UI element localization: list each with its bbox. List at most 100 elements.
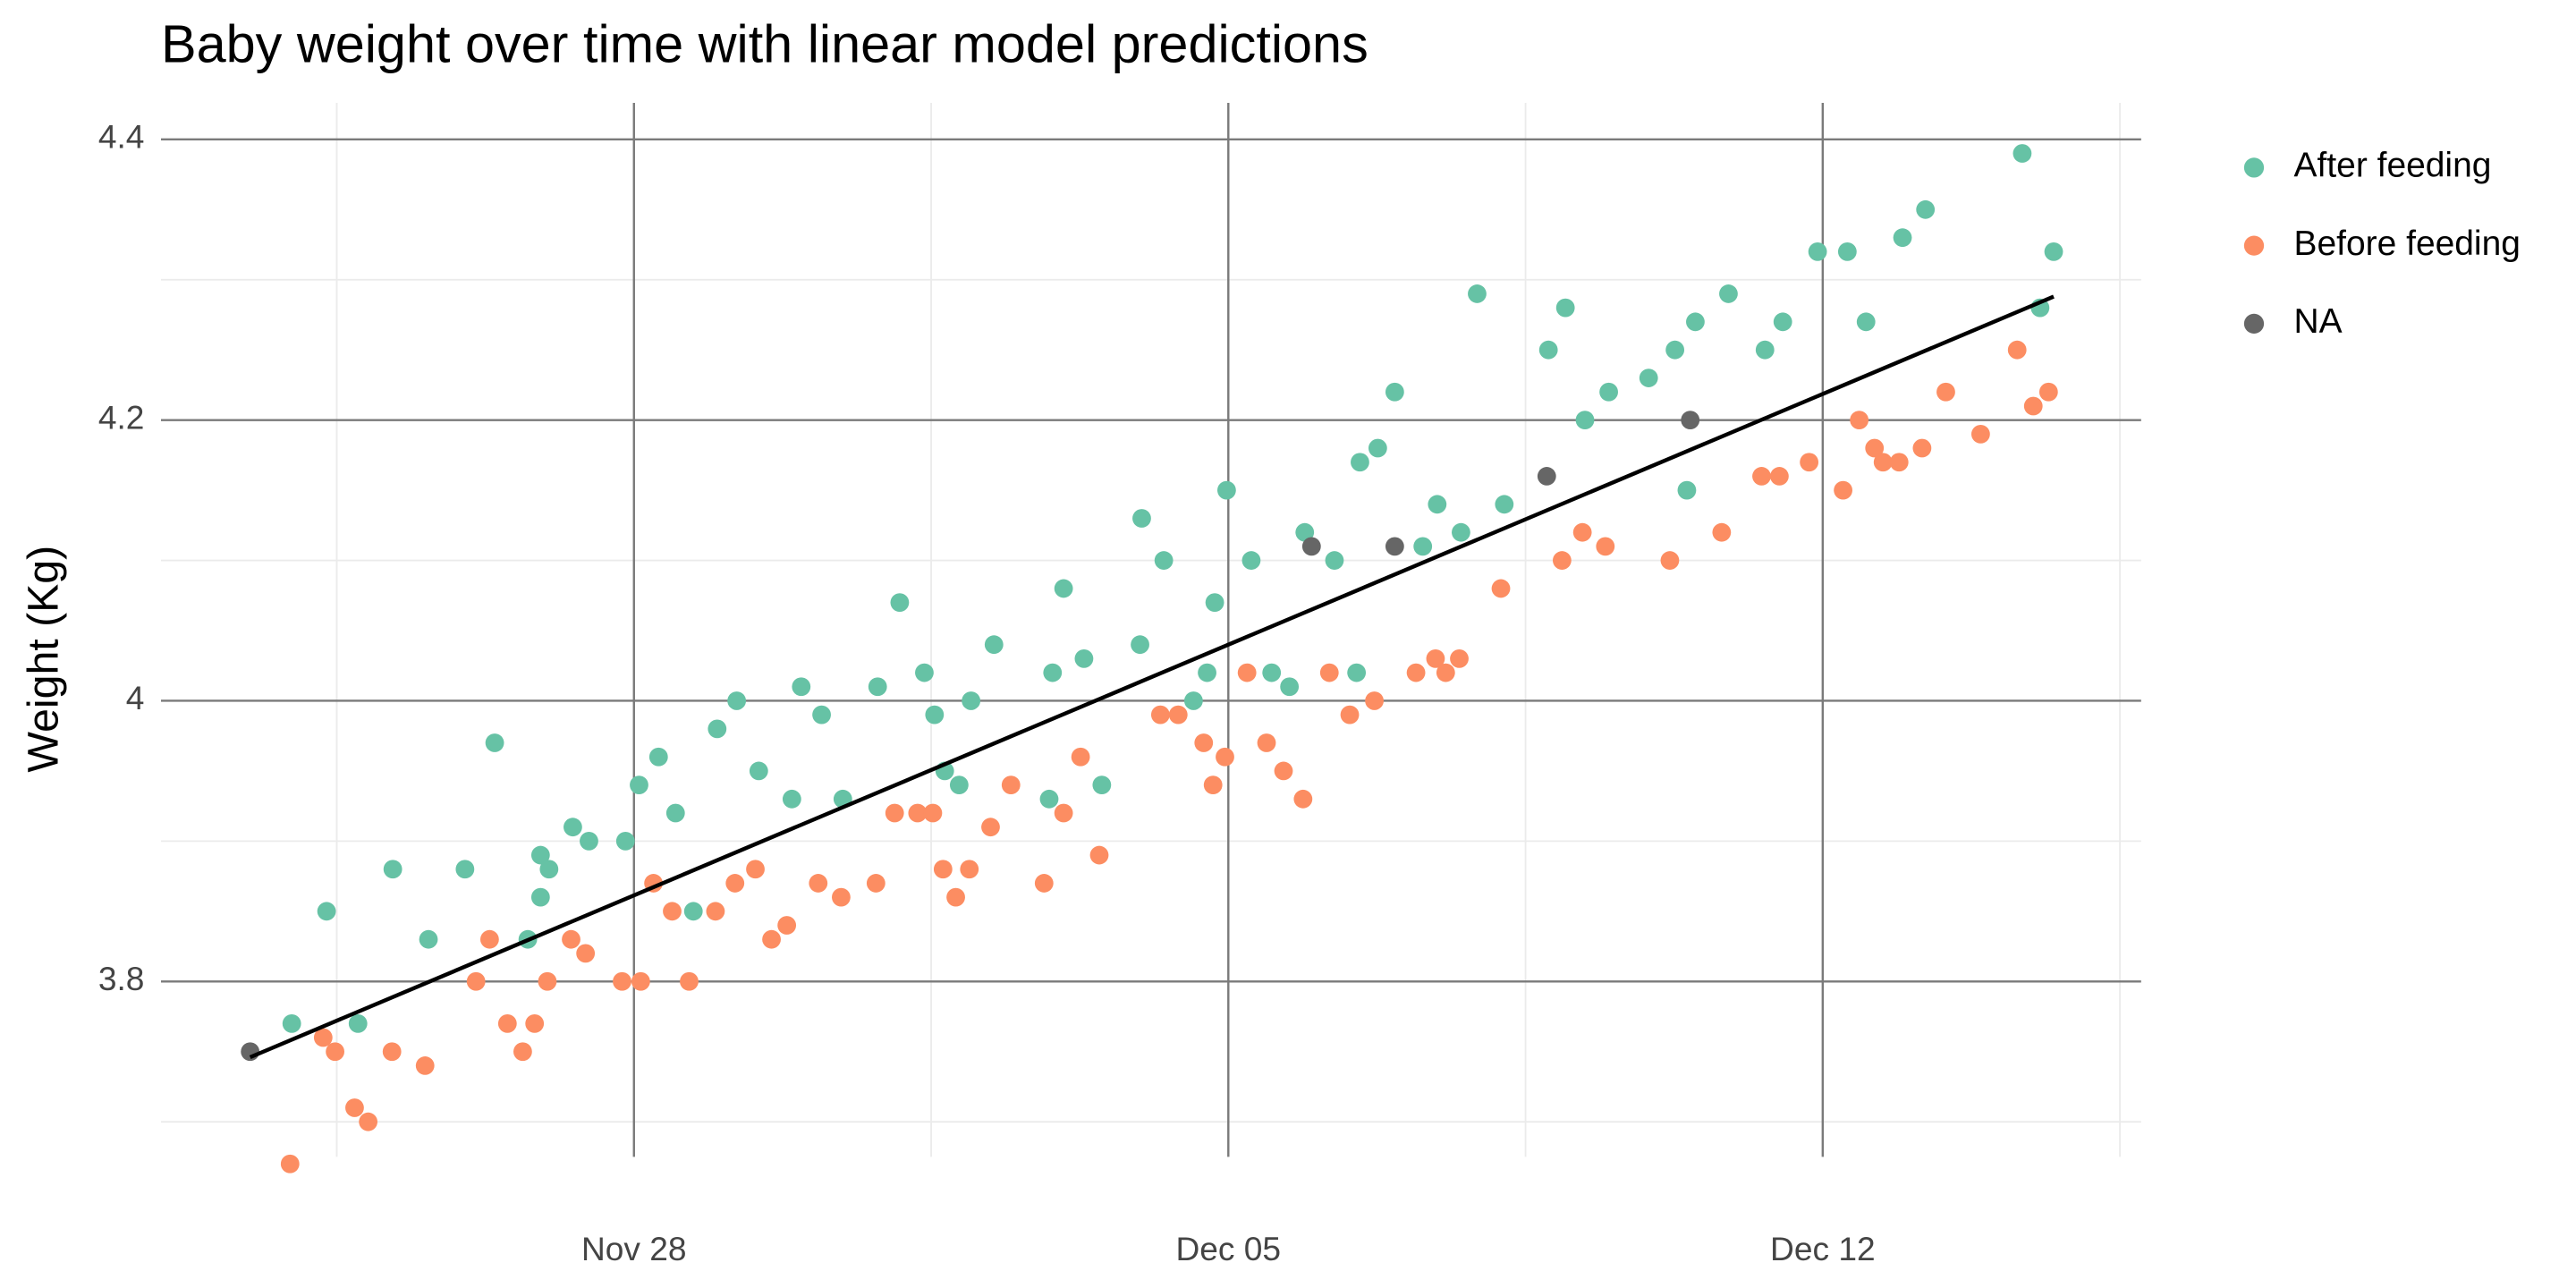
y-axis-label: Weight (Kg) <box>20 546 68 773</box>
point <box>1537 467 1556 486</box>
point <box>497 1013 517 1033</box>
point <box>1450 649 1469 668</box>
point <box>1686 312 1705 332</box>
y-tick-label: 4.2 <box>98 398 145 436</box>
point <box>1912 438 1932 458</box>
point <box>925 705 945 724</box>
point <box>345 1098 364 1117</box>
point <box>933 860 953 879</box>
point <box>1280 677 1300 697</box>
plot-area <box>241 144 2063 1174</box>
point <box>1971 424 1990 444</box>
point <box>1834 480 1852 500</box>
point <box>1198 663 1216 682</box>
point <box>1660 551 1680 570</box>
point <box>1034 874 1054 893</box>
point <box>1054 579 1073 598</box>
point <box>1596 537 1615 556</box>
point <box>479 929 499 949</box>
point <box>1468 284 1487 303</box>
point <box>1043 663 1063 682</box>
point <box>1301 537 1321 556</box>
point <box>485 733 504 752</box>
point <box>890 593 910 613</box>
point <box>530 845 550 865</box>
point <box>1865 438 1885 458</box>
point <box>1575 411 1595 430</box>
point <box>1205 593 1224 613</box>
point <box>809 874 828 893</box>
point <box>1572 522 1592 542</box>
point <box>866 874 886 893</box>
point <box>1217 480 1236 500</box>
point <box>562 929 580 949</box>
point <box>792 677 811 697</box>
y-tick-label: 3.8 <box>98 960 145 997</box>
point <box>2012 144 2032 163</box>
point <box>1295 522 1315 542</box>
point <box>1773 312 1792 332</box>
point <box>1406 663 1426 682</box>
point <box>1889 453 1909 472</box>
point <box>326 1042 345 1062</box>
point <box>1712 522 1732 542</box>
x-tick-label: Dec 05 <box>1175 1230 1281 1267</box>
point <box>1681 411 1700 430</box>
point <box>317 902 336 921</box>
point <box>1808 242 1827 261</box>
chart-title: Baby weight over time with linear model … <box>161 14 1368 74</box>
point <box>727 691 747 710</box>
point <box>1413 537 1433 556</box>
point <box>1639 369 1658 387</box>
point <box>962 691 981 710</box>
point <box>663 902 682 921</box>
point <box>762 929 781 949</box>
point <box>513 1042 532 1062</box>
point <box>1677 480 1697 500</box>
point <box>1150 705 1170 724</box>
point <box>615 831 635 851</box>
point <box>1154 551 1174 570</box>
point <box>419 929 438 949</box>
point <box>1203 775 1223 794</box>
point <box>613 971 631 991</box>
point <box>777 916 797 935</box>
point <box>949 775 969 794</box>
point <box>1426 649 1445 668</box>
point <box>683 902 703 921</box>
point <box>749 761 768 781</box>
point <box>282 1013 301 1033</box>
point <box>2044 242 2063 261</box>
point <box>832 887 851 907</box>
point <box>1092 775 1112 794</box>
point <box>348 1013 368 1033</box>
point <box>1555 298 1575 318</box>
point <box>908 803 928 823</box>
point <box>1216 747 1234 767</box>
point <box>1385 537 1404 556</box>
legend: After feeding Before feeding NA <box>2243 147 2521 341</box>
point <box>1054 803 1073 823</box>
point <box>1071 747 1090 767</box>
point <box>1340 705 1360 724</box>
point <box>382 1042 402 1062</box>
point <box>746 860 765 879</box>
point <box>1241 551 1261 570</box>
point <box>1428 495 1447 514</box>
point <box>1752 467 1771 486</box>
point <box>725 874 745 893</box>
point <box>1850 411 1869 430</box>
point <box>1916 199 1936 219</box>
point <box>539 860 559 879</box>
point <box>1436 663 1455 682</box>
point <box>1293 789 1313 809</box>
legend-marker <box>2243 157 2265 178</box>
point <box>782 789 801 809</box>
point <box>2038 382 2058 402</box>
point <box>1770 467 1789 486</box>
point <box>1132 509 1151 528</box>
point <box>706 902 725 921</box>
point <box>525 1013 545 1033</box>
